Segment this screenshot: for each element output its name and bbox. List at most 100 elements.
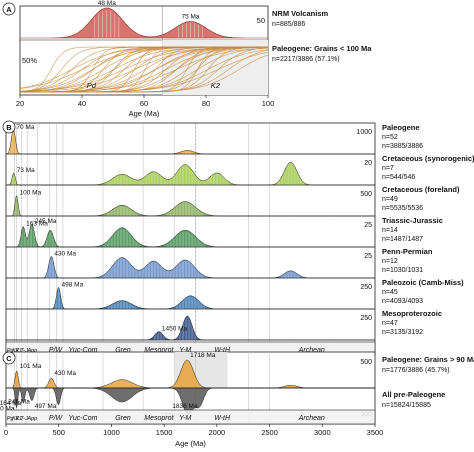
b-zone-label-3: T-J (20, 348, 28, 354)
b-zone-label-4: App (26, 348, 37, 354)
b-series-n2-5: n=4093/4093 (382, 298, 423, 305)
c-zone-label-3: T-J (20, 416, 28, 422)
b-series-n2-6: n=3135/3192 (382, 329, 423, 336)
b-peak-label-3-1: 245 Ma (35, 218, 57, 225)
zone-label-k2: K2 (211, 81, 221, 90)
c-zone-label-6: Yuc-Com (69, 415, 98, 422)
b-row-0: 70 Ma 1000 Paleogene n=52 n=3885/3886 (5, 123, 423, 155)
c-axis-title: Age (Ma) (175, 439, 206, 448)
a-xtick-label-2: 60 (140, 99, 148, 108)
b-series-name-3: Triassic-Jurassic (382, 216, 443, 225)
b-series-n2-0: n=3885/3886 (382, 143, 423, 150)
b-series-name-0: Paleogene (382, 123, 420, 132)
b-peak-label-0-0: 70 Ma (16, 124, 34, 131)
b-row-4: 430 Ma 25 Penn-Permian n=12 n=1030/1031 (6, 247, 433, 279)
b-zone-label-7: Gren (115, 347, 131, 354)
paleogene-young-series-name: Paleogene: Grains < 100 Ma (272, 44, 372, 53)
c-zone-label-5: P/W (49, 415, 64, 422)
c-peak-label-1-2: 245 Ma (8, 399, 30, 406)
c-peak-label-1-0: 100 Ma (0, 406, 15, 413)
c-xtick-label-4: 2000 (209, 428, 226, 437)
a-xtick-label-0: 20 (16, 99, 24, 108)
c-zone-label-1: K2 (12, 416, 19, 422)
b-row-ytick-6: 250 (360, 315, 372, 322)
b-series-n1-4: n=12 (382, 258, 398, 265)
c-zone-label-4: App (26, 416, 37, 422)
b-row-5: 498 Ma 250 Paleozoic (Camb-Miss) n=45 n=4093… (6, 278, 464, 310)
c-ytick-0: 500 (360, 359, 372, 366)
a-xtick-label-4: 100 (262, 99, 275, 108)
nrm-peak-label-1: 75 Ma (181, 14, 199, 21)
cumulative-curve (20, 54, 269, 93)
c-zone-label-8: Mesoprot (144, 415, 174, 422)
panel-c-badge (2, 351, 16, 365)
b-zone-label-10: W-tH (214, 347, 231, 354)
c-xtick-label-7: 3500 (367, 428, 384, 437)
b-peak-label-5-0: 498 Ma (62, 281, 84, 288)
b-zone-label-8: Mesoprot (144, 347, 174, 354)
panel-b-badge (2, 120, 16, 134)
a-axis-title: Age (Ma) (129, 109, 160, 118)
b-peak-label-2-0: 100 Ma (20, 190, 42, 197)
a-xtick-label-3: 80 (202, 99, 210, 108)
b-row-ytick-3: 25 (364, 222, 372, 229)
c-zone-label-10: W-tH (214, 415, 231, 422)
b-series-name-6: Mesoproterozoic (382, 309, 442, 318)
c-zone-label-9: Y-M (179, 415, 191, 422)
b-row-1: 73 Ma 20 Cretaceous (synorogenic) n=7 n=544/… (6, 154, 474, 186)
b-series-n2-2: n=5535/5536 (382, 205, 423, 212)
c-peak-label-0-3: 1718 Ma (190, 352, 216, 359)
c-xtick-label-6: 3000 (314, 428, 331, 437)
b-series-name-4: Penn-Permian (382, 247, 433, 256)
a-right-tick-label: 50 (257, 16, 265, 25)
nrm-series-n: n=885/886 (272, 21, 305, 28)
b-peak-label-1-0: 73 Ma (17, 167, 35, 174)
c-series-n-0: n=1776/3886 (45.7%) (382, 367, 450, 374)
nrm-peak-label-0: 48 Ma (98, 0, 116, 7)
c-series-name-0: Paleogene: Grains > 90 Ma (382, 355, 474, 364)
b-peak-label-4-0: 430 Ma (54, 250, 76, 257)
c-series-n-1: n=15824/15885 (382, 402, 431, 409)
c-xtick-label-1: 500 (52, 428, 65, 437)
c-zone-label-0: Pg (7, 416, 15, 422)
b-row-ytick-4: 25 (364, 253, 372, 260)
paleogene-young-series-n: n=2217/3886 (57.1%) (272, 56, 340, 63)
b-series-n2-4: n=1030/1031 (382, 267, 423, 274)
c-zone-label-7: Gren (115, 415, 131, 422)
c-xtick-label-3: 1500 (156, 428, 173, 437)
b-row-2: 100 Ma 500 Cretaceous (foreland) n=49 n=5535… (6, 185, 460, 217)
b-row-ytick-2: 500 (360, 191, 372, 198)
panel-a-badge (2, 2, 16, 16)
c-xtick-label-2: 1000 (103, 428, 120, 437)
b-zone-label-6: Yuc-Com (69, 347, 98, 354)
c-zone-label-2: K1 (15, 416, 22, 422)
b-series-n1-1: n=7 (382, 165, 394, 172)
c-series-name-1: All pre-Paleogene (382, 390, 445, 399)
b-series-n2-3: n=1487/1487 (382, 236, 423, 243)
b-zone-label-11: Archean (298, 347, 325, 354)
a-xtick-label-1: 40 (78, 99, 86, 108)
panel-a-letter: A (6, 5, 12, 14)
b-series-n1-2: n=49 (382, 196, 398, 203)
b-series-n2-1: n=544/546 (382, 174, 415, 181)
b-zone-label-0: Pg (7, 348, 15, 354)
b-zone-label-2: K1 (15, 348, 22, 354)
a-left-tick-label: 50% (22, 56, 37, 65)
c-peak-label-1-6: 1836 Ma (172, 403, 198, 410)
c-xtick-label-0: 0 (4, 428, 8, 437)
b-row-ytick-5: 250 (360, 284, 372, 291)
b-peak-label-3-0: 163 Ma (26, 221, 48, 228)
nrm-density-area (20, 7, 268, 39)
b-row-ytick-1: 20 (364, 160, 372, 167)
b-series-name-2: Cretaceous (foreland) (382, 185, 460, 194)
b-series-n1-5: n=45 (382, 289, 398, 296)
c-xtick-label-5: 2500 (261, 428, 278, 437)
nrm-series-name: NRM Volcanism (272, 9, 328, 18)
c-peak-label-0-0: 101 Ma (20, 363, 42, 370)
b-zone-label-9: Y-M (179, 347, 191, 354)
b-zone-label-5: P/W (49, 347, 64, 354)
b-series-name-1: Cretaceous (synorogenic) (382, 154, 474, 163)
c-peak-label-1-3: 497 Ma (35, 403, 57, 410)
